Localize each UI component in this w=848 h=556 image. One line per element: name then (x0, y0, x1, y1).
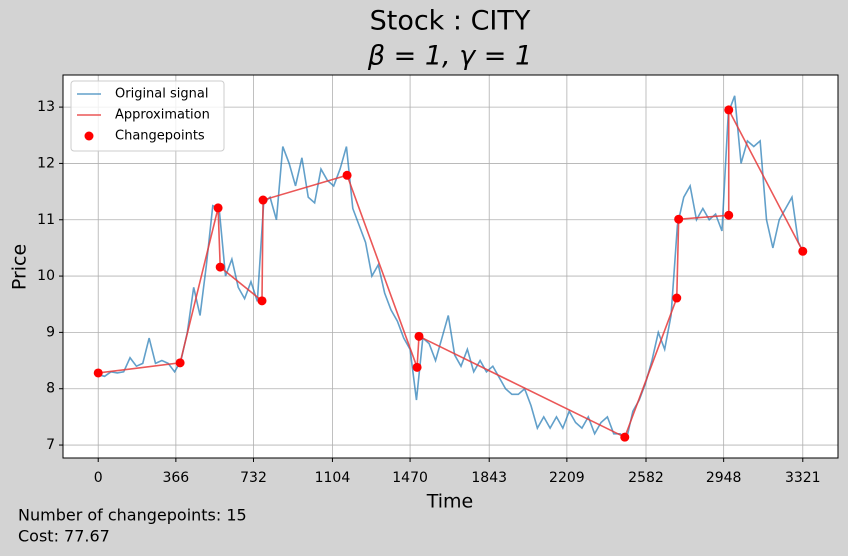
y-tick-label: 9 (46, 324, 55, 340)
legend-box (70, 80, 225, 152)
y-tick-label: 7 (46, 437, 55, 453)
changepoint (215, 262, 225, 272)
x-tick-label: 1104 (315, 470, 351, 486)
y-tick-label: 13 (37, 99, 55, 115)
changepoint (258, 195, 268, 205)
chart-subtitle: β = 1, γ = 1 (367, 41, 532, 72)
changepoint (175, 358, 185, 368)
x-tick-label: 732 (240, 470, 267, 486)
legend: Original signal Approximation Changepoints (70, 80, 225, 152)
changepoint (724, 210, 734, 220)
changepoint (342, 170, 352, 180)
footer-text: Number of changepoints: 15 (18, 506, 247, 525)
x-tick-label: 1843 (471, 470, 507, 486)
y-axis-label: Price (9, 244, 31, 290)
changepoint (257, 296, 267, 306)
footer-text: Cost: 77.67 (18, 527, 110, 546)
changepoint (93, 368, 103, 378)
x-tick-label: 2948 (706, 470, 742, 486)
legend-label: Changepoints (115, 129, 205, 144)
chart-title: Stock : CITY (370, 6, 531, 37)
changepoint (724, 105, 734, 115)
x-tick-label: 366 (162, 470, 189, 486)
y-tick-label: 8 (46, 381, 55, 397)
x-tick-label: 3321 (785, 470, 821, 486)
legend-marker (84, 131, 94, 141)
y-tick-label: 10 (37, 268, 55, 284)
x-axis-label: Time (426, 491, 474, 513)
changepoint (414, 331, 424, 341)
x-tick-label: 1470 (392, 470, 428, 486)
changepoint (620, 432, 630, 442)
x-tick-label: 2209 (549, 470, 585, 486)
legend-label: Original signal (115, 87, 208, 102)
x-tick-label: 0 (94, 470, 103, 486)
changepoint (412, 362, 422, 372)
axes-frame (62, 74, 839, 459)
changepoint (672, 293, 682, 303)
x-tick-label: 2582 (628, 470, 664, 486)
y-tick-label: 11 (37, 212, 55, 228)
changepoint (798, 246, 808, 256)
y-tick-label: 12 (37, 155, 55, 171)
legend-label: Approximation (115, 108, 210, 123)
changepoint (213, 203, 223, 213)
changepoint (674, 214, 684, 224)
